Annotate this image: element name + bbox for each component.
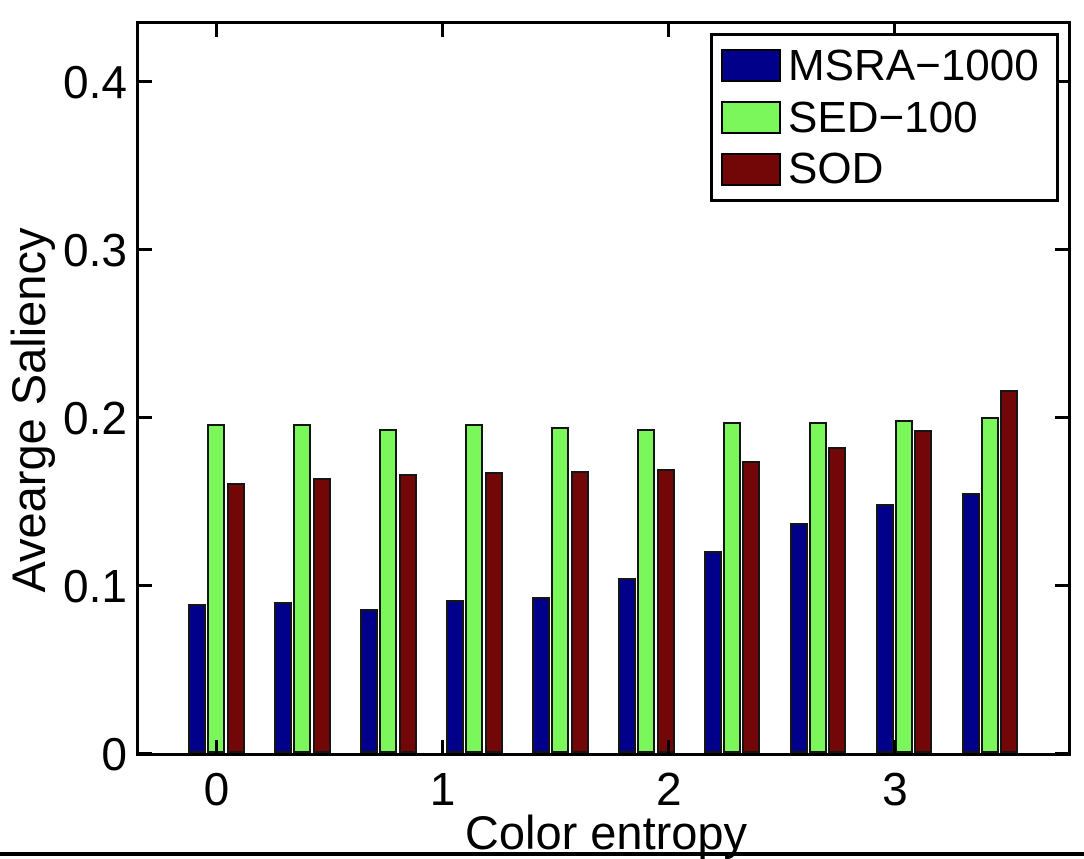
y-tick-label: 0.2 bbox=[63, 392, 127, 445]
bottom-border-strip bbox=[0, 852, 1084, 856]
legend-item: SOD bbox=[721, 143, 1048, 195]
bar-msra-1000 bbox=[531, 596, 550, 753]
bar-msra-1000 bbox=[359, 608, 378, 753]
x-tick-mark bbox=[441, 24, 445, 37]
y-tick-mark bbox=[1055, 79, 1068, 83]
bar-sed-100 bbox=[980, 417, 999, 753]
legend: MSRA−1000 SED−100 SOD bbox=[710, 33, 1059, 202]
y-tick-label: 0 bbox=[101, 728, 127, 780]
y-tick-mark bbox=[139, 247, 152, 251]
legend-swatch bbox=[721, 152, 781, 186]
x-axis-label: Color entropy bbox=[464, 806, 748, 859]
bar-msra-1000 bbox=[273, 601, 292, 753]
x-tick-label: 3 bbox=[882, 763, 908, 815]
x-tick-label: 1 bbox=[429, 763, 456, 815]
x-tick-mark bbox=[893, 740, 897, 753]
y-tick-mark bbox=[139, 415, 152, 419]
y-tick-label: 0.3 bbox=[63, 224, 127, 277]
bar-msra-1000 bbox=[875, 504, 894, 753]
y-tick-label: 0.1 bbox=[63, 560, 127, 613]
bar-sed-100 bbox=[465, 423, 484, 753]
x-tick-mark bbox=[214, 740, 218, 753]
legend-label: SOD bbox=[788, 144, 884, 194]
legend-label: SED−100 bbox=[788, 92, 978, 142]
legend-swatch bbox=[721, 49, 781, 83]
bar-sed-100 bbox=[207, 423, 226, 753]
x-tick-label: 0 bbox=[203, 763, 230, 815]
bar-sod bbox=[828, 447, 847, 753]
bar-sod bbox=[312, 477, 331, 753]
bar-sed-100 bbox=[809, 422, 828, 753]
bar-sod bbox=[398, 474, 417, 753]
y-tick-label: 0.4 bbox=[63, 56, 127, 109]
x-tick-mark bbox=[667, 24, 671, 37]
x-tick-mark bbox=[441, 740, 445, 753]
bar-msra-1000 bbox=[445, 600, 464, 753]
y-tick-mark bbox=[139, 583, 152, 587]
bar-sod bbox=[914, 430, 933, 753]
legend-swatch bbox=[721, 101, 781, 134]
bar-sod bbox=[656, 469, 675, 753]
bar-sed-100 bbox=[895, 420, 913, 753]
x-tick-label: 2 bbox=[655, 763, 682, 815]
x-tick-mark bbox=[893, 24, 897, 37]
y-tick-mark bbox=[1055, 583, 1068, 587]
bar-msra-1000 bbox=[617, 578, 636, 753]
y-tick-mark bbox=[139, 751, 152, 755]
bar-sod bbox=[570, 470, 589, 753]
bar-sod bbox=[226, 482, 245, 753]
y-tick-mark bbox=[1055, 751, 1068, 755]
bar-sed-100 bbox=[551, 427, 570, 753]
y-tick-mark bbox=[1055, 247, 1068, 251]
y-tick-mark bbox=[139, 79, 152, 83]
bar-sed-100 bbox=[637, 428, 656, 753]
bar-sed-100 bbox=[723, 422, 742, 753]
x-tick-mark bbox=[214, 24, 218, 37]
bar-sed-100 bbox=[293, 423, 312, 753]
bar-sed-100 bbox=[379, 428, 398, 753]
legend-label: MSRA−1000 bbox=[788, 40, 1039, 90]
bar-msra-1000 bbox=[961, 492, 980, 753]
bar-sod bbox=[484, 472, 503, 753]
legend-item: SED−100 bbox=[721, 92, 1048, 144]
bar-msra-1000 bbox=[703, 551, 722, 753]
bar-sod bbox=[1000, 390, 1019, 753]
y-tick-mark bbox=[1055, 415, 1068, 419]
bar-msra-1000 bbox=[187, 603, 206, 753]
bar-msra-1000 bbox=[789, 522, 808, 753]
x-tick-mark bbox=[667, 740, 671, 753]
legend-item: MSRA−1000 bbox=[721, 40, 1048, 92]
bar-sod bbox=[742, 460, 761, 753]
